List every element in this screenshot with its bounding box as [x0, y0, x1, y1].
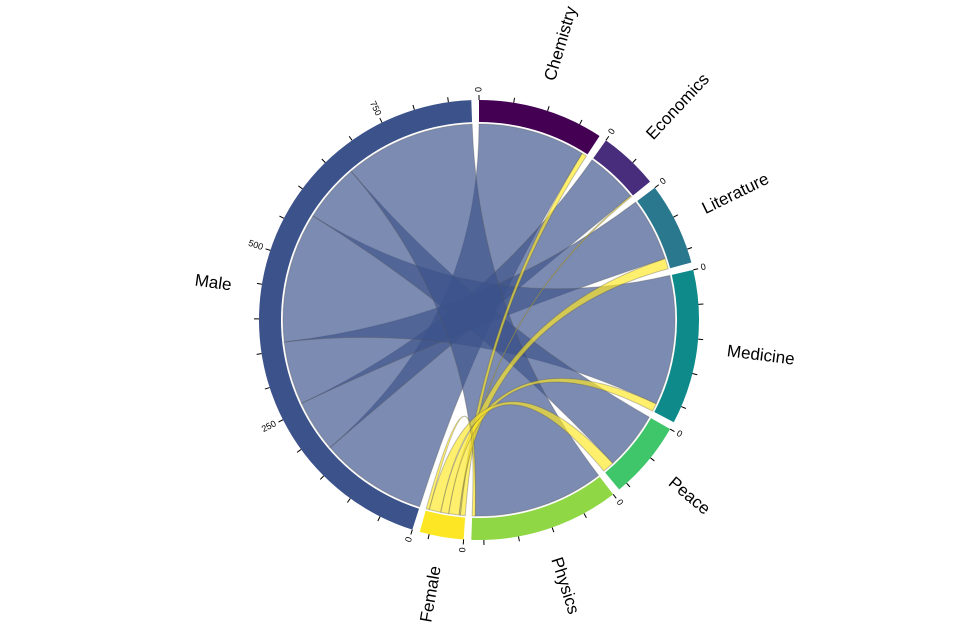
tick: [518, 536, 520, 542]
tick: [377, 516, 381, 522]
tick: [626, 482, 631, 488]
tick: [412, 104, 415, 110]
ribbon: [440, 377, 657, 515]
tick: [410, 529, 413, 535]
ribbons: [282, 123, 676, 517]
tick-label: 0: [606, 126, 617, 136]
tick: [547, 106, 550, 112]
tick: [687, 247, 693, 250]
tick: [319, 475, 325, 480]
tick: [583, 513, 587, 518]
tick: [265, 248, 271, 251]
group-arc: [479, 100, 600, 155]
tick: [693, 268, 699, 271]
tick: [346, 498, 351, 503]
tick: [379, 117, 383, 123]
group-arc: [593, 140, 651, 196]
tick: [681, 406, 687, 409]
ribbon: [459, 152, 588, 517]
group-arc: [605, 418, 671, 490]
tick: [513, 97, 516, 103]
tick-label: 500: [247, 238, 264, 252]
group-arc: [419, 510, 466, 540]
tick: [321, 158, 326, 163]
tick: [632, 158, 637, 163]
tick-label: 0: [675, 428, 684, 439]
ribbon: [458, 195, 633, 516]
tick: [605, 135, 610, 141]
tick: [427, 534, 430, 540]
ribbon: [448, 257, 669, 516]
group-label: Economics: [642, 70, 713, 144]
group-label: Male: [194, 271, 233, 295]
tick: [669, 428, 675, 432]
group-label: Female: [416, 565, 444, 624]
tick-label: 0: [658, 175, 668, 186]
tick: [348, 135, 353, 141]
tick: [279, 215, 285, 219]
group-arc: [471, 476, 614, 540]
tick-label: 0: [700, 261, 707, 272]
tick-label: 0: [473, 87, 483, 92]
ribbon: [425, 415, 476, 517]
tick: [296, 449, 302, 453]
tick: [650, 457, 655, 462]
tick-label: 750: [368, 99, 384, 117]
tick: [256, 282, 263, 285]
tick: [551, 527, 555, 533]
tick: [256, 353, 262, 355]
group-arc: [654, 269, 699, 423]
group-label: Medicine: [726, 341, 796, 368]
group-label: Peace: [665, 473, 714, 519]
tick-label: 250: [260, 418, 278, 434]
tick: [673, 214, 679, 218]
tick: [447, 97, 449, 103]
ribbon: [428, 401, 614, 513]
tick: [278, 419, 284, 423]
tick: [692, 373, 698, 376]
ribbon: [350, 123, 600, 517]
group-arc: [259, 100, 473, 530]
group-arc: [637, 187, 692, 269]
group-label: Literature: [699, 169, 772, 218]
tick-label: 0: [403, 536, 414, 544]
tick: [654, 184, 660, 189]
tick-label: 0: [615, 497, 626, 507]
tick: [298, 185, 303, 190]
group-label: Physics: [547, 555, 583, 617]
tick: [612, 494, 617, 499]
tick: [264, 387, 270, 390]
group-label: Chemistry: [540, 4, 580, 83]
tick-label: 0: [457, 547, 467, 553]
tick: [579, 119, 583, 125]
